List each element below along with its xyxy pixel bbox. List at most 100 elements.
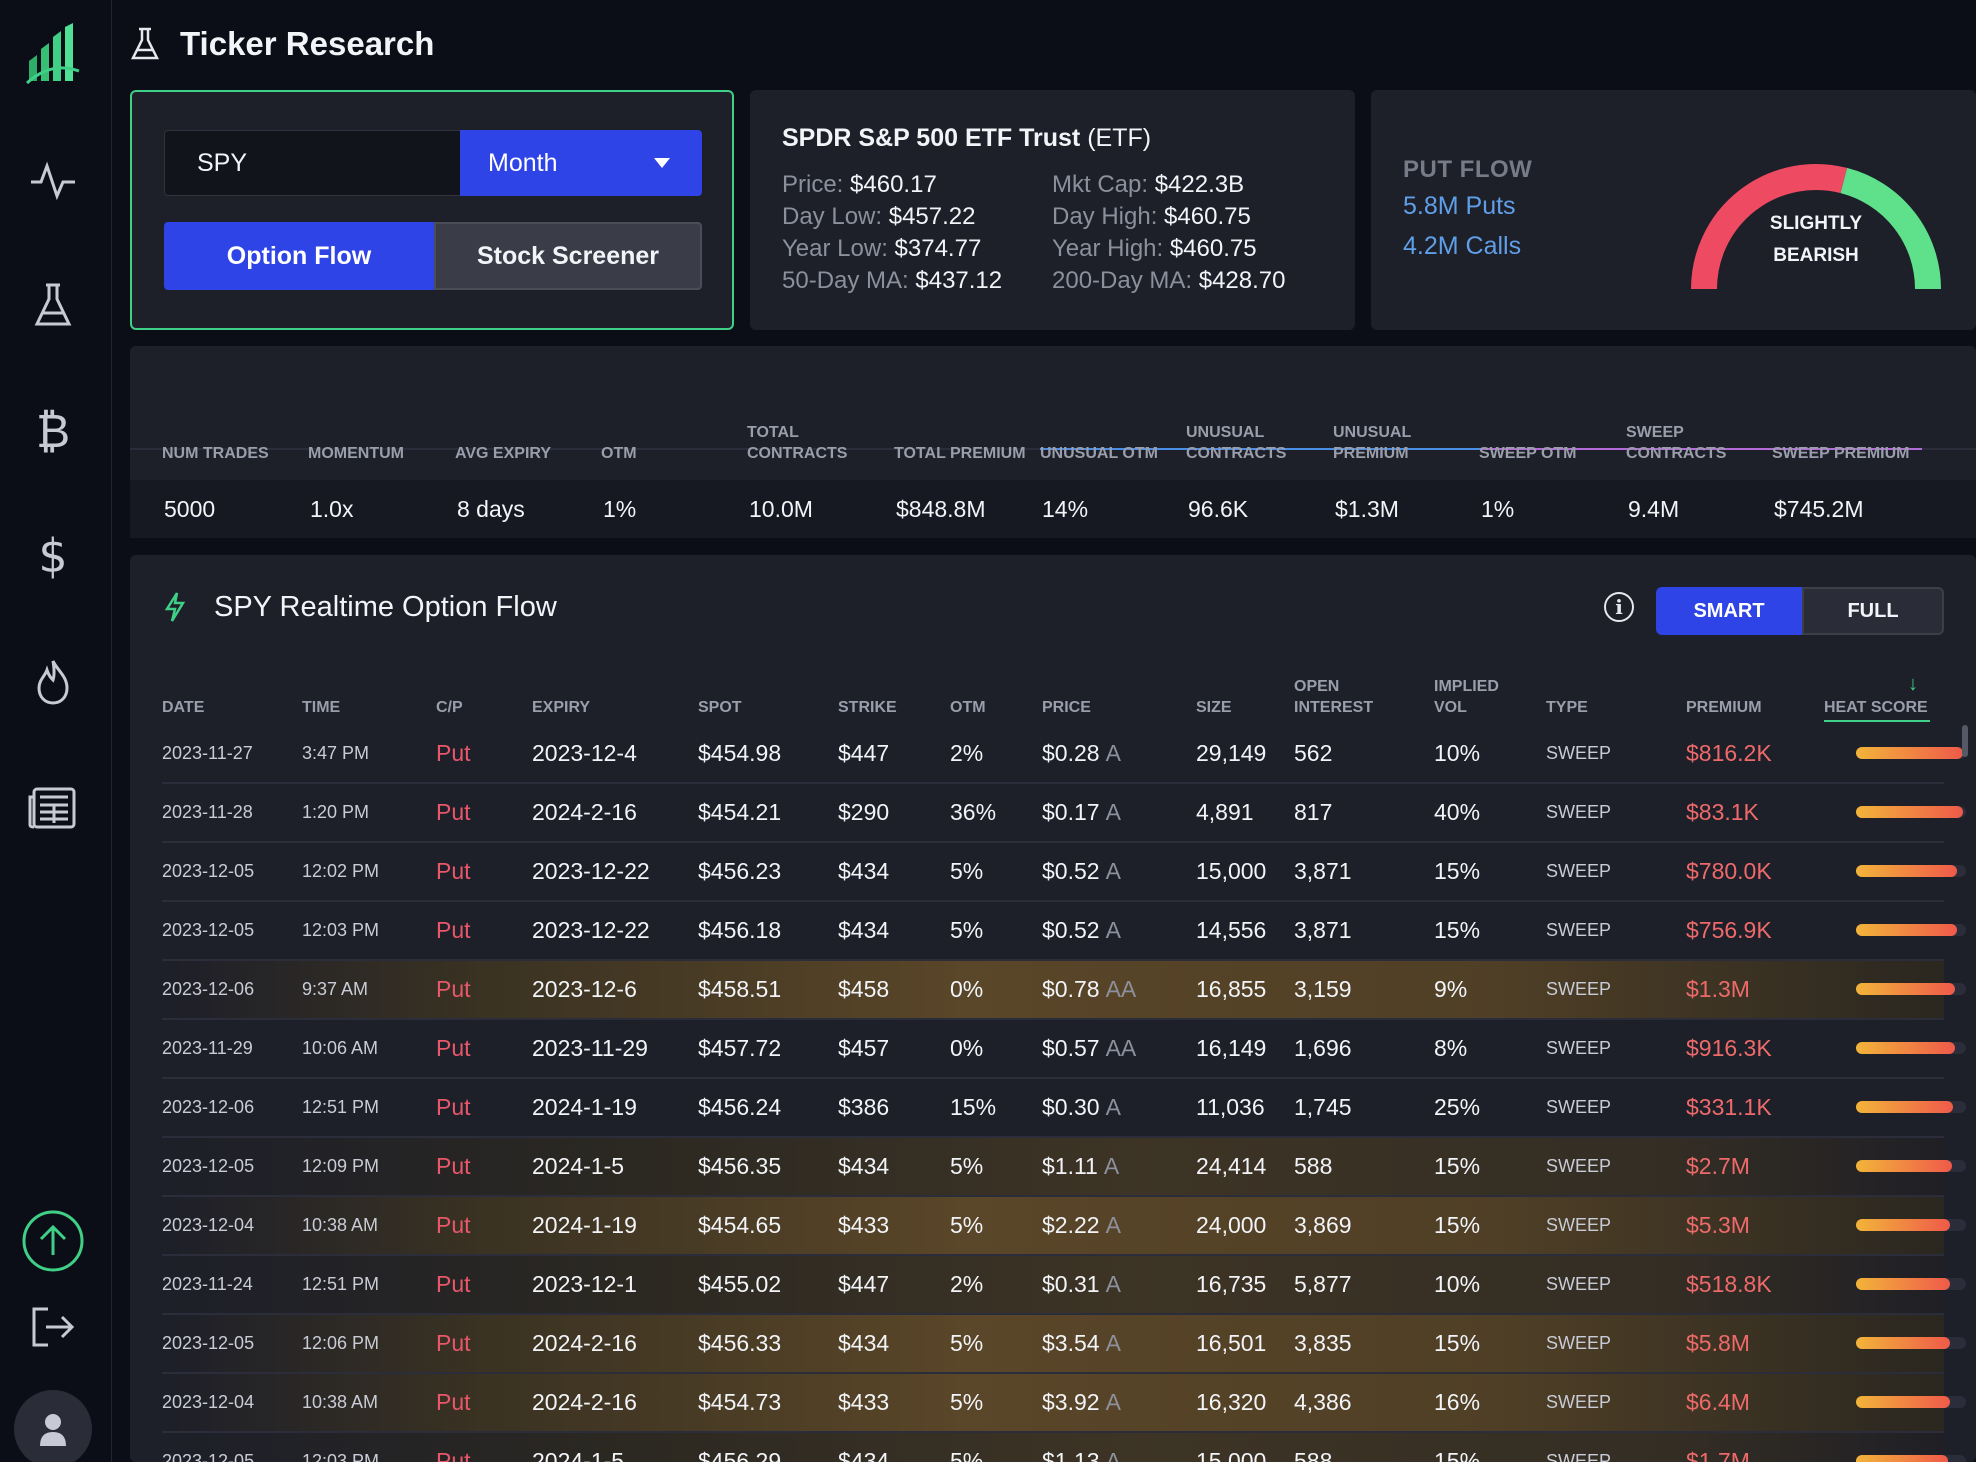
- cell-price: $1.11 A: [1042, 1138, 1119, 1195]
- activity-icon[interactable]: [18, 145, 88, 215]
- cell-otm-text: 5%: [950, 1389, 984, 1415]
- cell-otm-text: 5%: [950, 917, 984, 943]
- cell-side: A: [1105, 917, 1121, 943]
- info-icon[interactable]: i: [1604, 592, 1634, 622]
- cell-size: 29,149: [1196, 725, 1266, 782]
- cell-spot: $456.35: [698, 1138, 781, 1195]
- cell-date-text: 2023-12-05: [162, 1333, 255, 1353]
- table-row[interactable]: 2023-11-24 12:51 PM Put 2023-12-1 $455.02 $44…: [162, 1256, 1966, 1315]
- column-header[interactable]: OTM: [950, 699, 986, 716]
- table-row[interactable]: 2023-11-28 1:20 PM Put 2024-2-16 $454.21 $290…: [162, 784, 1966, 843]
- cell-expiry-text: 2023-12-22: [532, 917, 650, 943]
- flask-icon[interactable]: [18, 270, 88, 340]
- cell-iv-text: 15%: [1434, 917, 1481, 943]
- cell-price-text: $0.78: [1042, 976, 1100, 1002]
- cell-price: $3.54 A: [1042, 1315, 1121, 1372]
- cell-type: SWEEP: [1546, 902, 1611, 959]
- cell-premium-text: $1.3M: [1686, 976, 1750, 1002]
- heat-score-bar: [1856, 1219, 1966, 1231]
- column-header[interactable]: EXPIRY: [532, 699, 591, 716]
- table-row[interactable]: 2023-11-27 3:47 PM Put 2023-12-4 $454.98 $447…: [162, 725, 1966, 784]
- table-row[interactable]: 2023-12-04 10:38 AM Put 2024-2-16 $454.73 $43…: [162, 1374, 1966, 1433]
- cell-time: 12:03 PM: [302, 1433, 379, 1462]
- column-header[interactable]: DATE: [162, 699, 205, 716]
- cell-spot: $457.72: [698, 1020, 781, 1077]
- cell-spot-text: $454.65: [698, 1212, 782, 1238]
- unusual-group-underline: [1040, 448, 1480, 450]
- cell-time: 1:20 PM: [302, 784, 369, 841]
- full-toggle[interactable]: FULL: [1802, 587, 1944, 635]
- table-row[interactable]: 2023-12-05 12:06 PM Put 2024-2-16 $456.33 $43…: [162, 1315, 1966, 1374]
- newspaper-icon[interactable]: [18, 773, 88, 843]
- cell-type: SWEEP: [1546, 843, 1611, 900]
- table-row[interactable]: 2023-12-05 12:02 PM Put 2023-12-22 $456.23 $4…: [162, 843, 1966, 902]
- column-header[interactable]: HEAT SCORE: [1824, 699, 1928, 716]
- table-row[interactable]: 2023-12-06 12:51 PM Put 2024-1-19 $456.24 $38…: [162, 1079, 1966, 1138]
- cell-side: A: [1105, 1094, 1121, 1120]
- dollar-icon[interactable]: $: [38, 529, 68, 583]
- cell-otm-text: 0%: [950, 976, 984, 1002]
- ticker-input[interactable]: SPY: [164, 130, 460, 196]
- gauge-bearish-arc: [1691, 164, 1848, 290]
- cell-date-text: 2023-11-28: [162, 802, 253, 822]
- cell-strike-text: $434: [838, 917, 890, 943]
- gauge-bullish-arc: [1840, 167, 1941, 290]
- cell-otm: 5%: [950, 843, 983, 900]
- cell-expiry-text: 2024-2-16: [532, 1389, 637, 1415]
- logout-icon[interactable]: [18, 1292, 88, 1362]
- table-row[interactable]: 2023-12-04 10:38 AM Put 2024-1-19 $454.65 $43…: [162, 1197, 1966, 1256]
- table-row[interactable]: 2023-11-29 10:06 AM Put 2023-11-29 $457.72 $4…: [162, 1020, 1966, 1079]
- table-row[interactable]: 2023-12-05 12:03 PM Put 2024-1-5 $456.29 $434…: [162, 1433, 1966, 1462]
- cell-strike: $433: [838, 1197, 889, 1254]
- table-row[interactable]: 2023-12-06 9:37 AM Put 2023-12-6 $458.51 $458…: [162, 961, 1966, 1020]
- smart-toggle[interactable]: SMART: [1656, 587, 1802, 635]
- cell-cp-text: Put: [436, 1389, 471, 1415]
- upload-icon[interactable]: [18, 1206, 88, 1276]
- cell-premium-text: $780.0K: [1686, 858, 1772, 884]
- heat-score-bar: [1856, 983, 1966, 995]
- column-header[interactable]: C/P: [436, 699, 463, 716]
- table-row[interactable]: 2023-12-05 12:09 PM Put 2024-1-5 $456.35 $434…: [162, 1138, 1966, 1197]
- user-icon[interactable]: [14, 1390, 92, 1462]
- cell-expiry-text: 2024-2-16: [532, 799, 637, 825]
- chevron-down-icon: [654, 158, 670, 168]
- cell-cp: Put: [436, 1020, 471, 1077]
- column-header[interactable]: IMPLIED VOL: [1434, 678, 1499, 716]
- flame-icon[interactable]: [18, 647, 88, 717]
- logo-icon[interactable]: [18, 18, 88, 88]
- cell-iv-text: 25%: [1434, 1094, 1481, 1120]
- cell-type-text: SWEEP: [1546, 1038, 1612, 1058]
- heat-score-bar: [1856, 1337, 1966, 1349]
- column-header[interactable]: PREMIUM: [1686, 699, 1762, 716]
- cell-iv: 25%: [1434, 1079, 1480, 1136]
- column-header[interactable]: TYPE: [1546, 699, 1588, 716]
- column-header[interactable]: SPOT: [698, 699, 742, 716]
- cell-date: 2023-12-04: [162, 1374, 254, 1431]
- cell-premium-text: $756.9K: [1686, 917, 1772, 943]
- column-header[interactable]: OPEN INTEREST: [1294, 678, 1374, 716]
- cell-type-text: SWEEP: [1546, 1215, 1612, 1235]
- ticker-stat-value: $374.77: [894, 235, 982, 262]
- cell-oi-text: 1,696: [1294, 1035, 1352, 1061]
- cell-premium-text: $2.7M: [1686, 1153, 1750, 1179]
- bitcoin-icon[interactable]: ₿: [35, 404, 71, 458]
- cell-date: 2023-12-05: [162, 1433, 254, 1462]
- column-header[interactable]: TIME: [302, 699, 341, 716]
- cell-strike: $434: [838, 1315, 889, 1372]
- stock-screener-tab[interactable]: Stock Screener: [434, 222, 702, 290]
- option-flow-tab[interactable]: Option Flow: [164, 222, 434, 290]
- table-scrollbar[interactable]: [1962, 725, 1968, 757]
- table-row[interactable]: 2023-12-05 12:03 PM Put 2023-12-22 $456.18 $4…: [162, 902, 1966, 961]
- sort-desc-icon[interactable]: ↓: [1908, 673, 1918, 695]
- cell-size-text: 16,855: [1196, 976, 1267, 1002]
- ticker-stat-label: Day Low:: [782, 203, 883, 230]
- cell-strike: $386: [838, 1079, 889, 1136]
- period-select[interactable]: Month: [460, 130, 702, 196]
- column-header[interactable]: STRIKE: [838, 699, 897, 716]
- stat-value: $848.8M: [896, 495, 986, 522]
- cell-price: $1.13 A: [1042, 1433, 1121, 1462]
- column-header[interactable]: PRICE: [1042, 699, 1091, 716]
- column-header[interactable]: SIZE: [1196, 699, 1232, 716]
- ticker-stat: Year High: $460.75: [1052, 234, 1332, 263]
- cell-price-text: $0.31: [1042, 1271, 1100, 1297]
